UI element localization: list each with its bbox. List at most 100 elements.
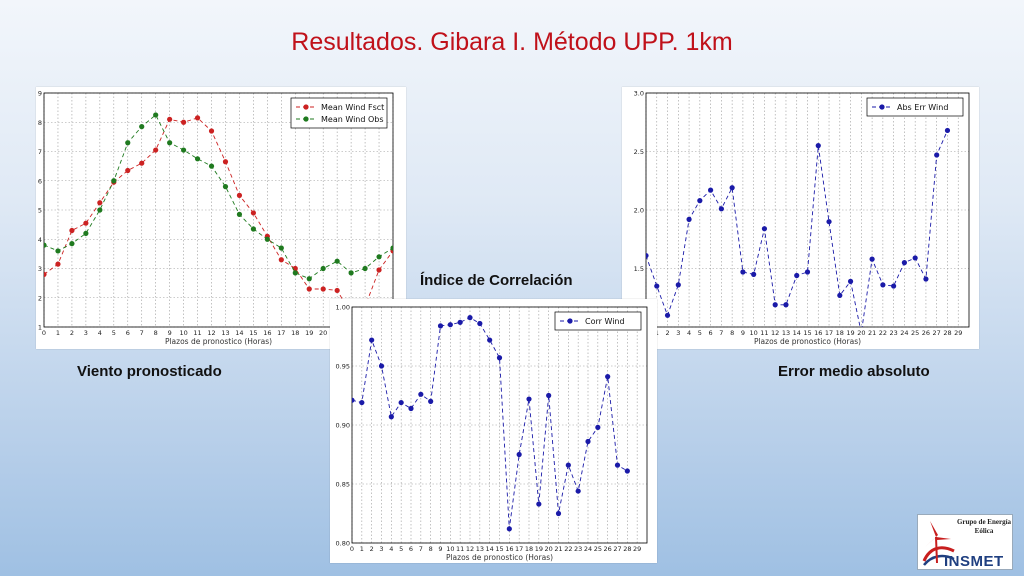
- chart-mae-legend: Abs Err Wind: [866, 97, 964, 117]
- chart-wind-data-point: [83, 220, 89, 226]
- chart-wind-data-point: [362, 265, 368, 272]
- chart-corr-xtick-label: 28: [623, 545, 631, 553]
- caption-mean-abs-error: Error medio absoluto: [778, 363, 930, 380]
- chart-mae-xtick-label: 21: [868, 329, 876, 337]
- chart-wind-legend-label: Mean Wind Fsct: [321, 103, 384, 112]
- chart-wind-data-point: [55, 248, 61, 254]
- chart-mae-xtick-label: 27: [933, 329, 941, 337]
- chart-mae-data-point: [794, 272, 800, 279]
- chart-mae-data-point: [826, 219, 832, 225]
- chart-wind-data-point: [208, 128, 215, 134]
- chart-corr-data-point: [467, 315, 473, 321]
- chart-corr-xtick-label: 19: [535, 545, 543, 553]
- chart-mae-xtick-label: 29: [954, 329, 962, 337]
- chart-corr-series-line: [352, 317, 628, 529]
- chart-abs-err-svg: 0123456789101112131415161718192021222324…: [634, 90, 970, 346]
- chart-corr-data-point: [496, 355, 503, 361]
- chart-wind-data-point: [292, 270, 298, 276]
- chart-corr-data-point: [536, 501, 542, 507]
- chart-mae-data-point: [934, 152, 940, 158]
- caption-correlation: Índice de Correlación: [420, 272, 573, 289]
- chart-wind-data-point: [97, 207, 103, 213]
- chart-wind-data-point: [153, 112, 159, 118]
- chart-mae-xtick-label: 4: [687, 329, 691, 337]
- chart-wind-data-point: [278, 245, 284, 251]
- chart-mae-xtick-label: 26: [922, 329, 930, 337]
- chart-wind-data-point: [139, 124, 145, 130]
- chart-corr-xtick-label: 22: [564, 545, 572, 553]
- chart-wind-data-point: [125, 167, 131, 174]
- chart-corr-data-point: [378, 363, 385, 369]
- caption-forecast-wind: Viento pronosticado: [77, 363, 222, 380]
- chart-mae-series-0: [646, 127, 951, 327]
- chart-wind-data-point: [181, 147, 187, 153]
- chart-wind-data-point: [83, 230, 89, 236]
- chart-wind-ytick-label: 4: [38, 236, 42, 244]
- chart-corr-xtick-label: 23: [574, 545, 582, 553]
- chart-corr-ytick-label: 1.00: [336, 304, 350, 312]
- chart-corr-ytick-label: 0.90: [336, 422, 350, 430]
- chart-mae-data-point: [944, 127, 951, 134]
- chart-corr-xtick-label: 27: [613, 545, 621, 553]
- chart-corr-data-point: [516, 451, 522, 458]
- chart-wind-data-point: [334, 287, 340, 294]
- chart-wind-series-1: [44, 112, 393, 282]
- chart-mae-data-point: [686, 216, 692, 222]
- chart-mae-xtick-label: 23: [889, 329, 897, 337]
- chart-wind-data-point: [390, 245, 393, 251]
- chart-corr-ytick-label: 0.95: [336, 363, 350, 371]
- chart-corr-ytick-label: 0.85: [336, 481, 350, 489]
- chart-mae-data-point: [697, 198, 703, 204]
- insmet-logo: Grupo de Energía Eólica INSMET: [917, 514, 1013, 570]
- chart-mae-xtick-label: 11: [760, 329, 768, 337]
- chart-corr-data-point: [526, 396, 532, 402]
- chart-wind-data-point: [97, 200, 103, 206]
- chart-mae-xtick-label: 16: [814, 329, 822, 337]
- chart-mae-ytick-label: 3.0: [634, 90, 644, 98]
- chart-mae-ytick-label: 2.5: [634, 148, 644, 156]
- chart-corr-xtick-label: 26: [604, 545, 612, 553]
- chart-corr: 0 1 2 3 4 5 6 7 8 9 10 11 12 13 14 15 16 17 18 19 20 21 22 23 24…: [330, 299, 657, 563]
- chart-wind-data-point: [236, 192, 243, 198]
- chart-wind-xtick-label: 6: [126, 329, 130, 337]
- chart-corr-xtick-label: 11: [456, 545, 464, 553]
- chart-wind-data-point: [306, 286, 312, 292]
- chart-mae-legend-label: Abs Err Wind: [897, 103, 948, 112]
- chart-corr-xtick-label: 14: [486, 545, 494, 553]
- chart-corr-data-point: [477, 320, 483, 327]
- chart-corr-xtick-label: 24: [584, 545, 592, 553]
- chart-wind-xtick-label: 7: [140, 329, 144, 337]
- chart-wind-data-point: [208, 163, 215, 169]
- chart-mae-xtick-label: 5: [698, 329, 702, 337]
- chart-corr-data-point: [398, 399, 404, 406]
- chart-corr-legend-label: Corr Wind: [585, 317, 625, 326]
- chart-mae-data-point: [869, 256, 875, 262]
- chart-corr-data-point: [585, 438, 591, 445]
- chart-mae-data-point: [718, 206, 724, 212]
- chart-corr-xtick-label: 7: [419, 545, 423, 553]
- chart-corr-data-point: [428, 398, 434, 404]
- chart-wind-series-line: [44, 114, 393, 280]
- chart-corr-data-point: [369, 337, 375, 343]
- chart-wind-xtick-label: 3: [84, 329, 88, 337]
- chart-wind-data-point: [44, 271, 47, 277]
- chart-mae-data-point: [708, 187, 714, 193]
- chart-corr-xtick-label: 1: [360, 545, 364, 553]
- chart-corr-data-point: [437, 323, 444, 329]
- chart-mae-data-point: [815, 143, 821, 149]
- chart-mae-legend-swatch-marker: [879, 104, 885, 110]
- chart-wind-data-point: [125, 140, 131, 146]
- chart-corr-xtick-label: 21: [554, 545, 562, 553]
- chart-wind-ytick-label: 1: [38, 324, 42, 332]
- chart-wind-data-point: [194, 115, 201, 121]
- chart-wind-data-point: [348, 270, 354, 276]
- logo-brand-text: INSMET: [944, 553, 1004, 570]
- slide-title: Resultados. Gibara I. Método UPP. 1km: [291, 28, 733, 56]
- chart-wind-legend: Mean Wind Fsct Mean Wind Obs: [290, 97, 388, 129]
- chart-wind-data-point: [139, 160, 145, 166]
- chart-mae-xtick-label: 22: [879, 329, 887, 337]
- chart-wind-data-point: [181, 119, 187, 125]
- chart-wind-ytick-label: 9: [38, 90, 42, 98]
- chart-wind-data-point: [44, 242, 47, 248]
- chart-wind-legend-swatch-marker: [303, 116, 309, 122]
